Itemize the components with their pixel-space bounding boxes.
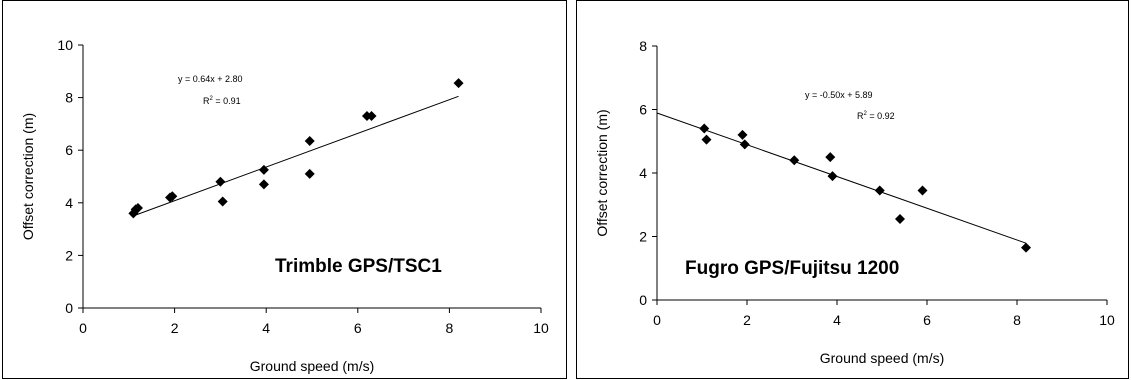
data-point xyxy=(917,185,928,196)
data-point xyxy=(1021,242,1031,253)
x-tick-label: 10 xyxy=(1099,312,1115,328)
x-tick-label: 0 xyxy=(79,320,87,336)
y-tick-label: 0 xyxy=(639,292,647,308)
data-point xyxy=(739,139,750,150)
y-tick-label: 10 xyxy=(57,37,73,53)
data-point xyxy=(167,191,178,202)
data-point xyxy=(304,168,315,179)
y-tick-label: 8 xyxy=(65,90,73,106)
data-point xyxy=(827,171,838,182)
x-tick-label: 2 xyxy=(743,312,751,328)
data-point xyxy=(258,179,269,190)
x-tick-label: 0 xyxy=(653,312,661,328)
x-axis-title: Ground speed (m/s) xyxy=(820,350,945,366)
data-point xyxy=(789,155,800,166)
x-tick-label: 6 xyxy=(923,312,931,328)
data-point xyxy=(699,123,710,134)
regression-equation: y = -0.50x + 5.89 xyxy=(805,90,873,100)
x-tick-label: 10 xyxy=(533,320,549,336)
y-tick-label: 6 xyxy=(639,102,647,118)
data-point xyxy=(215,176,226,187)
x-axis-title: Ground speed (m/s) xyxy=(250,358,375,374)
y-tick-label: 4 xyxy=(65,195,73,211)
r-squared-label: R2 = 0.91 xyxy=(203,96,241,106)
data-point xyxy=(217,196,228,207)
data-point xyxy=(132,203,143,214)
x-tick-label: 8 xyxy=(446,320,454,336)
trendline xyxy=(133,95,459,217)
x-tick-label: 4 xyxy=(262,320,270,336)
chart-panel-fugro: 0 2 4 6 8 0 2 4 6 8 10 Ground speed (m/s) Offset cor… xyxy=(576,0,1129,379)
data-point xyxy=(258,164,269,175)
r-squared-label: R2 = 0.92 xyxy=(857,111,895,121)
regression-equation: y = 0.64x + 2.80 xyxy=(178,74,243,84)
data-point xyxy=(825,152,836,163)
chart-panel-trimble: 0 2 4 6 8 10 0 2 4 6 8 10 Ground speed (m/s) Offset c… xyxy=(2,0,567,379)
data-point xyxy=(701,134,712,145)
data-point xyxy=(366,111,377,122)
data-point xyxy=(874,185,885,196)
x-tick-label: 4 xyxy=(833,312,841,328)
x-tick-label: 8 xyxy=(1013,312,1021,328)
x-tick-label: 6 xyxy=(354,320,362,336)
y-tick-label: 8 xyxy=(639,38,647,54)
data-point xyxy=(304,135,315,146)
y-tick-label: 2 xyxy=(639,229,647,245)
chart-trimble: 0 2 4 6 8 10 0 2 4 6 8 10 Ground speed (m/s) Offset c… xyxy=(20,37,549,374)
y-axis-title: Offset correction (m) xyxy=(594,109,610,236)
y-tick-label: 2 xyxy=(65,247,73,263)
data-point xyxy=(895,214,905,225)
trendline xyxy=(656,112,1027,244)
y-axis-title: Offset correction (m) xyxy=(20,113,36,240)
y-tick-label: 6 xyxy=(65,142,73,158)
data-point xyxy=(737,129,748,140)
data-point xyxy=(453,78,464,89)
y-tick-label: 4 xyxy=(639,165,647,181)
instrument-label: Trimble GPS/TSC1 xyxy=(275,256,442,277)
x-tick-label: 2 xyxy=(171,320,179,336)
instrument-label: Fugro GPS/Fujitsu 1200 xyxy=(685,258,899,279)
y-tick-label: 0 xyxy=(65,300,73,316)
chart-fugro: 0 2 4 6 8 0 2 4 6 8 10 Ground speed (m/s) Offset cor… xyxy=(594,38,1115,366)
